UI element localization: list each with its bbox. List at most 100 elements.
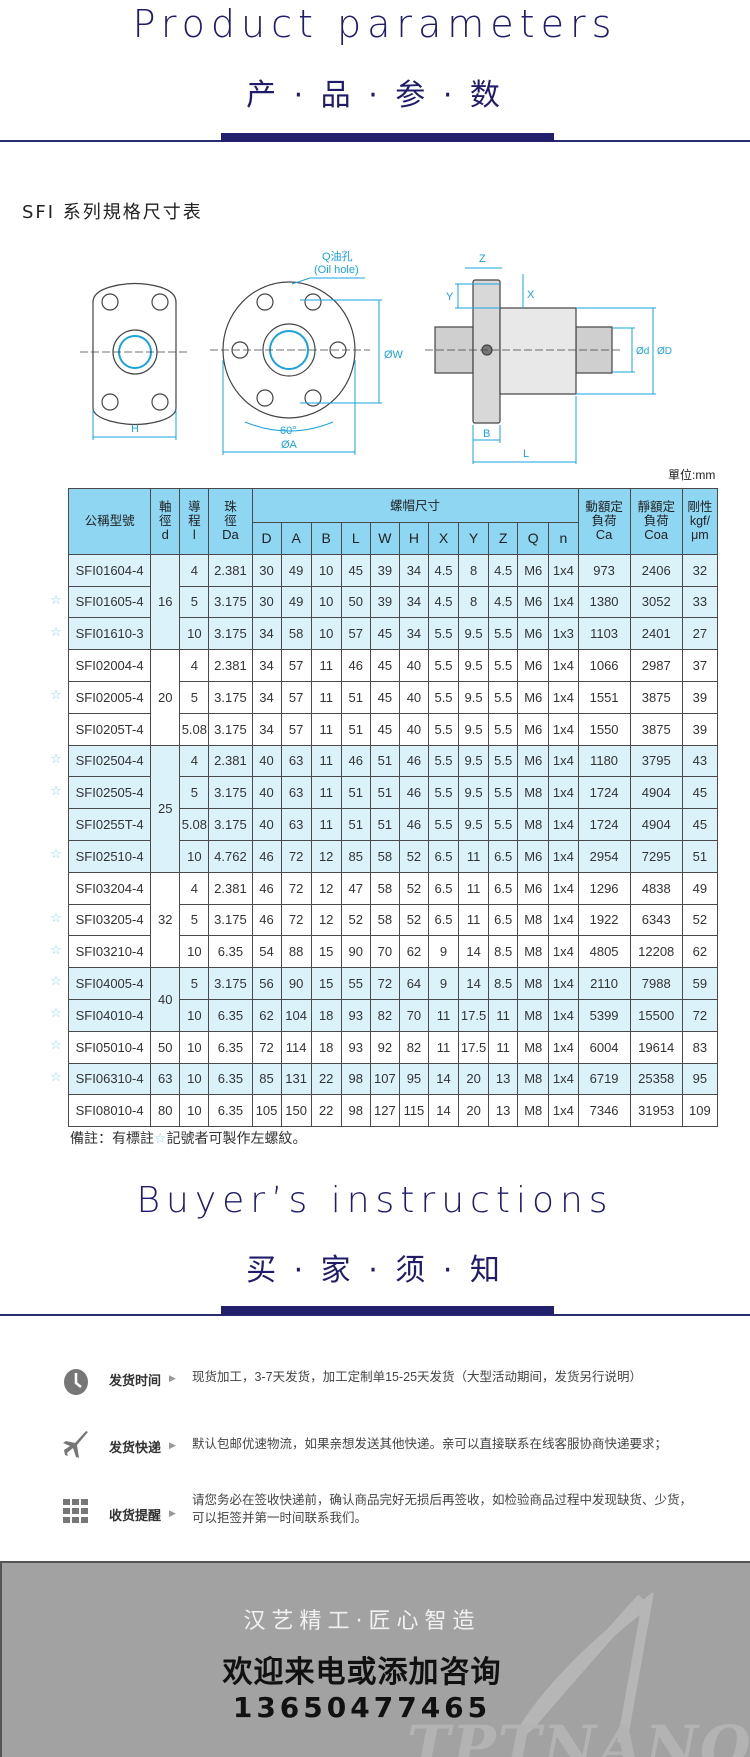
cell-stiffness: 32 xyxy=(681,553,719,587)
table-row: SFI03210-4 10 6.35 54 88 15 90 70 62 9 14 8.5 M8 1x4 4… xyxy=(67,935,719,969)
cell-nut-a: 57 xyxy=(280,712,312,746)
instruction-text: 默认包邮优速物流，如果亲想发送其他快递。亲可以直接联系在线客服协商快递要求； xyxy=(192,1437,668,1451)
cell-nut-y: 9.5 xyxy=(458,649,490,682)
cell-nut-h: 52 xyxy=(398,839,429,873)
cell-nut-z: 5.5 xyxy=(488,680,519,714)
cell-stiffness: 109 xyxy=(681,1094,719,1128)
cell-nut-b: 12 xyxy=(310,903,342,937)
cell-nut-x: 11 xyxy=(427,1030,460,1064)
cell-nut-d: 46 xyxy=(251,839,282,873)
cell-nut-z: 6.5 xyxy=(488,871,519,905)
cell-nut-x: 9 xyxy=(427,967,460,1000)
cell-ca: 2954 xyxy=(577,839,631,873)
cell-model: SFI03205-4 xyxy=(67,903,152,937)
cell-coa: 7988 xyxy=(629,967,683,1000)
cell-nut-a: 88 xyxy=(280,935,312,969)
cell-nut-h: 46 xyxy=(398,808,429,841)
cell-coa: 31953 xyxy=(629,1094,683,1128)
star-icon: ☆ xyxy=(50,1068,62,1084)
cell-stiffness: 43 xyxy=(681,744,719,778)
cell-nut-b: 11 xyxy=(310,808,342,841)
cell-nut-n: 1x4 xyxy=(548,998,579,1032)
cell-lead: 5 xyxy=(179,967,210,1000)
header-nut-col: H xyxy=(398,522,429,555)
cell-nut-d: 34 xyxy=(251,712,282,746)
cell-nut-h: 34 xyxy=(398,585,429,619)
instruction-label: 发货时间 xyxy=(109,1373,162,1388)
cell-nut-n: 1x4 xyxy=(548,776,579,810)
cell-shaft-dia: 50 xyxy=(150,1030,181,1064)
cell-stiffness: 37 xyxy=(681,649,719,682)
cell-nut-n: 1x4 xyxy=(548,935,579,969)
instruction-text: 请您务必在签收快递前，确认商品完好无损后再签收，如检验商品过程中发现缺货、少货，… xyxy=(192,1493,693,1525)
cell-nut-d: 34 xyxy=(251,649,282,682)
arrow-icon: ▶ xyxy=(169,1440,176,1450)
cell-nut-w: 39 xyxy=(369,553,400,587)
cell-nut-z: 5.5 xyxy=(488,776,519,810)
cell-nut-a: 114 xyxy=(280,1030,312,1064)
cell-nut-z: 5.5 xyxy=(488,617,519,651)
cell-nut-y: 14 xyxy=(458,967,490,1000)
cell-stiffness: 51 xyxy=(681,839,719,873)
cell-nut-a: 150 xyxy=(280,1094,312,1128)
cell-ca: 6004 xyxy=(577,1030,631,1064)
cell-ball-dia: 3.175 xyxy=(208,680,253,714)
cell-nut-x: 5.5 xyxy=(427,680,460,714)
cell-nut-y: 11 xyxy=(458,871,490,905)
cell-nut-q: M8 xyxy=(517,776,550,810)
cell-lead: 10 xyxy=(179,1030,210,1064)
cell-nut-n: 1x4 xyxy=(548,712,579,746)
header-nut-col: B xyxy=(310,522,342,555)
cell-nut-y: 9.5 xyxy=(458,712,490,746)
cell-nut-b: 11 xyxy=(310,712,342,746)
cell-coa: 6343 xyxy=(629,903,683,937)
cell-nut-y: 11 xyxy=(458,839,490,873)
cell-nut-a: 72 xyxy=(280,903,312,937)
cell-stiffness: 33 xyxy=(681,585,719,619)
cell-nut-h: 82 xyxy=(398,1030,429,1064)
cell-nut-h: 62 xyxy=(398,935,429,969)
cell-nut-l: 55 xyxy=(340,967,371,1000)
cell-nut-h: 115 xyxy=(398,1094,429,1128)
cell-model: SFI01605-4 xyxy=(67,585,152,619)
cell-nut-a: 58 xyxy=(280,617,312,651)
cell-nut-x: 5.5 xyxy=(427,776,460,810)
cell-ball-dia: 6.35 xyxy=(208,1062,253,1096)
cell-nut-q: M6 xyxy=(517,553,550,587)
cell-ca: 1296 xyxy=(577,871,631,905)
phone-number[interactable]: 13650477465 xyxy=(232,1691,492,1724)
banner-cta: 欢迎来电或添加咨询 xyxy=(222,1655,502,1690)
table-row: SFI02504-4 25 4 2.381 40 63 11 46 51 46 5.5 9.5 5.5 M… xyxy=(67,744,719,873)
cell-nut-n: 1x4 xyxy=(548,1062,579,1096)
header-nut-col: D xyxy=(251,522,282,555)
cell-nut-w: 45 xyxy=(369,680,400,714)
divider xyxy=(0,1314,750,1316)
cell-coa: 19614 xyxy=(629,1030,683,1064)
cell-nut-d: 34 xyxy=(251,617,282,651)
table-row: SFI05010-4 50 10 6.35 72 114 18 93 92 82 11 17.5 11 M… xyxy=(67,1030,719,1064)
cell-nut-b: 18 xyxy=(310,998,342,1032)
star-icon: ☆ xyxy=(50,941,62,957)
table-row: SFI0205T-4 5.08 3.175 34 57 11 51 45 40 5.5 9.5 5.5… xyxy=(67,712,719,746)
cell-lead: 5 xyxy=(179,585,210,619)
cell-nut-w: 58 xyxy=(369,839,400,873)
cell-nut-y: 17.5 xyxy=(458,998,490,1032)
cell-ca: 1550 xyxy=(577,712,631,746)
table-row: SFI01604-4 16 4 2.381 30 49 10 45 39 34 4.5 8 4.5 M6 1… xyxy=(67,553,719,651)
cell-model: SFI02510-4 xyxy=(67,839,152,873)
cell-stiffness: 62 xyxy=(681,935,719,969)
cell-shaft-dia: 40 xyxy=(150,967,181,1032)
cell-nut-y: 9.5 xyxy=(458,680,490,714)
cell-ca: 1380 xyxy=(577,585,631,619)
star-icon: ☆ xyxy=(50,623,62,639)
cell-stiffness: 27 xyxy=(681,617,719,651)
cell-nut-l: 51 xyxy=(340,808,371,841)
star-icon: ☆ xyxy=(50,909,62,925)
cell-nut-b: 11 xyxy=(310,680,342,714)
cell-nut-w: 70 xyxy=(369,935,400,969)
cell-nut-d: 46 xyxy=(251,871,282,905)
cell-nut-n: 1x3 xyxy=(548,617,579,651)
header-nut-col: Y xyxy=(458,522,490,555)
cell-nut-h: 40 xyxy=(398,712,429,746)
